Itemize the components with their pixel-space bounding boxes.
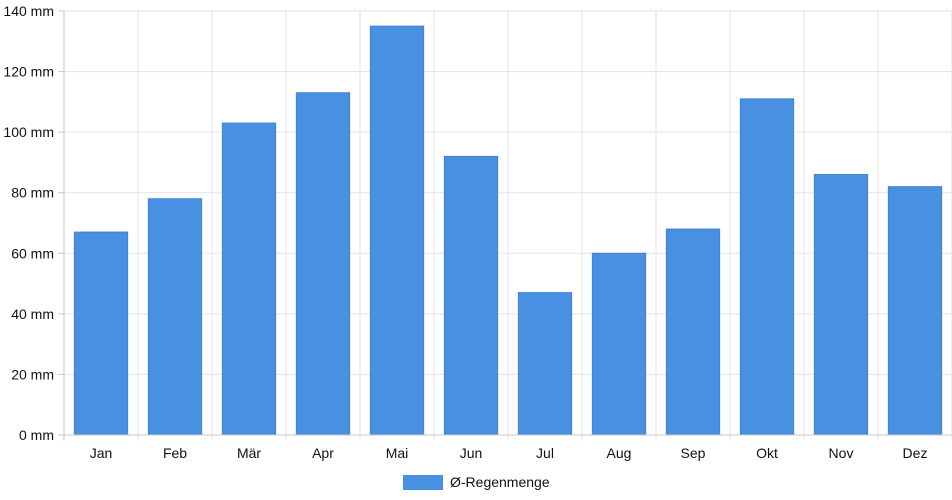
x-tick-label: Nov	[829, 445, 854, 461]
x-tick-label: Jun	[460, 445, 483, 461]
bar-jan[interactable]	[73, 231, 129, 436]
x-tick-label: Aug	[607, 445, 632, 461]
bar-feb[interactable]	[147, 198, 203, 436]
bar-jun[interactable]	[443, 155, 499, 436]
bar-sep[interactable]	[665, 228, 721, 436]
bar-okt[interactable]	[739, 98, 795, 436]
bars	[73, 25, 943, 436]
bar-mai[interactable]	[369, 25, 425, 436]
y-tick-label: 100 mm	[3, 124, 54, 140]
y-tick-label: 40 mm	[11, 306, 54, 322]
legend-swatch[interactable]	[403, 475, 443, 490]
bar-aug[interactable]	[591, 252, 647, 436]
y-axis-tick-labels: 0 mm 20 mm 40 mm 60 mm 80 mm 100 mm 120 mm 140 …	[3, 3, 54, 443]
legend[interactable]: Ø-Regenmenge	[403, 474, 550, 490]
x-tick-label: Jul	[536, 445, 554, 461]
y-tick-label: 60 mm	[11, 245, 54, 261]
x-tick-label: Sep	[681, 445, 706, 461]
grid-lines	[63, 10, 952, 441]
bar-nov[interactable]	[813, 174, 869, 436]
x-tick-label: Mär	[237, 445, 261, 461]
bar-mär[interactable]	[221, 122, 277, 436]
x-tick-label: Dez	[903, 445, 928, 461]
bar-dez[interactable]	[887, 186, 943, 436]
x-tick-label: Apr	[312, 445, 334, 461]
x-tick-label: Jan	[90, 445, 113, 461]
y-tick-label: 80 mm	[11, 185, 54, 201]
y-tick-label: 20 mm	[11, 366, 54, 382]
legend-label[interactable]: Ø-Regenmenge	[450, 474, 550, 490]
y-tick-label: 0 mm	[19, 427, 54, 443]
y-tick-label: 120 mm	[3, 64, 54, 80]
x-tick-label: Mai	[386, 445, 409, 461]
axes	[58, 10, 952, 436]
bar-jul[interactable]	[517, 292, 573, 436]
x-axis-tick-labels: Jan Feb Mär Apr Mai Jun Jul Aug Sep Okt Nov Dez	[90, 445, 928, 461]
y-tick-label: 140 mm	[3, 3, 54, 19]
bar-apr[interactable]	[295, 92, 351, 436]
x-tick-label: Feb	[163, 445, 187, 461]
x-tick-label: Okt	[756, 445, 778, 461]
